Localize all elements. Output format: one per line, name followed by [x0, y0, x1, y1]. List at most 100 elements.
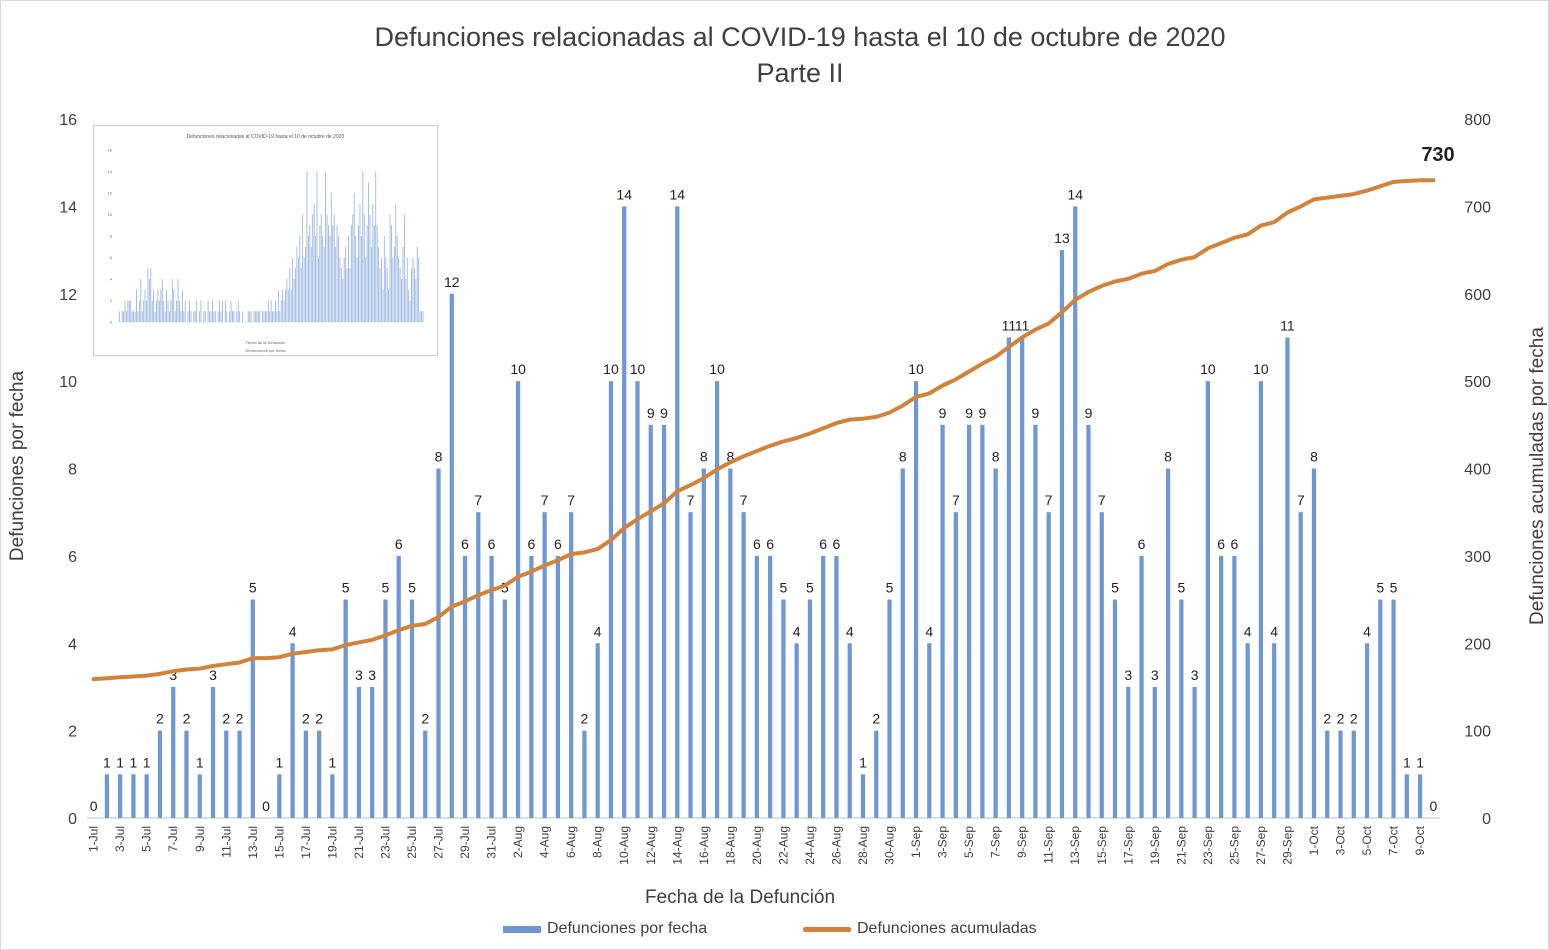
cumulative-line-group — [91, 178, 1436, 682]
bar-data-label: 10 — [510, 361, 526, 377]
inset-bar — [412, 257, 414, 322]
inset-bar — [247, 311, 249, 322]
x-tick-label: 15-Sep — [1095, 826, 1109, 865]
inset-bar — [177, 279, 179, 322]
inset-bar — [173, 289, 175, 322]
inset-bar — [273, 311, 275, 322]
bar — [874, 730, 879, 818]
bar-data-label: 10 — [1200, 361, 1216, 377]
inset-bar — [214, 311, 216, 322]
x-tick-label: 13-Sep — [1068, 826, 1082, 865]
inset-bar — [363, 214, 365, 322]
bar — [118, 774, 123, 818]
bar-data-label: 2 — [183, 711, 191, 727]
inset-bar — [405, 279, 407, 322]
inset-bar — [385, 257, 387, 322]
bar-data-label: 10 — [709, 361, 725, 377]
y-left-tick-label: 0 — [68, 811, 77, 828]
bar — [834, 555, 839, 818]
inset-bar — [237, 300, 239, 322]
inset-bar — [124, 300, 126, 322]
bar-data-label: 7 — [1297, 492, 1305, 508]
bar — [675, 206, 680, 818]
inset-bar — [266, 311, 268, 322]
bar-data-label: 1 — [143, 754, 151, 770]
bar-data-label: 7 — [1045, 492, 1053, 508]
inset-bar — [411, 268, 412, 322]
inset-bar — [242, 311, 243, 322]
bar-data-label: 1 — [328, 754, 336, 770]
x-tick-label: 14-Aug — [670, 826, 684, 865]
inset-bar — [210, 311, 212, 322]
bar — [1245, 643, 1250, 818]
x-tick-label: 20-Aug — [750, 826, 764, 865]
inset-bar — [167, 300, 169, 322]
x-tick-label: 10-Aug — [617, 826, 631, 865]
legend-line-swatch — [803, 926, 851, 932]
inset-bar — [174, 311, 176, 322]
inset-bar — [286, 279, 288, 322]
bar-data-label: 8 — [726, 449, 734, 465]
inset-bar — [146, 300, 147, 322]
x-tick-label: 5-Sep — [962, 826, 976, 858]
x-tick-label: 7-Oct — [1387, 825, 1401, 855]
inset-bar — [360, 236, 362, 322]
bar-data-label: 9 — [660, 405, 668, 421]
inset-bar — [224, 300, 226, 322]
x-tick-label: 18-Aug — [723, 826, 737, 865]
inset-bar — [349, 268, 351, 322]
inset-bar — [399, 268, 401, 322]
inset-bar — [345, 246, 347, 322]
inset-y-tick-label: 8 — [110, 234, 113, 239]
x-tick-label: 6-Aug — [564, 826, 578, 858]
inset-y-tick-label: 10 — [108, 212, 113, 217]
bar — [1417, 774, 1423, 818]
bar-data-label: 6 — [1217, 536, 1225, 552]
bar — [635, 381, 640, 818]
bar — [1152, 686, 1157, 818]
bar-data-label: 1 — [116, 754, 124, 770]
bar-data-label: 7 — [1098, 492, 1106, 508]
bar — [1112, 599, 1118, 818]
bar — [1139, 555, 1144, 818]
y-right-tick-label: 600 — [1464, 287, 1491, 304]
bar — [210, 686, 216, 818]
inset-bar — [144, 289, 146, 322]
inset-bar — [348, 236, 349, 322]
x-tick-label: 15-Jul — [272, 826, 286, 859]
inset-bar — [302, 214, 304, 322]
bar-data-label: 4 — [925, 623, 933, 639]
bar — [1033, 424, 1038, 818]
inset-bar — [355, 236, 357, 322]
inset-bar — [303, 257, 305, 322]
bar — [754, 555, 759, 818]
inset-bar — [180, 311, 182, 322]
inset-bar — [342, 279, 344, 322]
bar — [1099, 512, 1104, 818]
inset-y-tick-label: 12 — [108, 191, 113, 196]
inset-bar — [137, 311, 139, 322]
bar — [860, 774, 866, 818]
x-tick-label: 4-Aug — [538, 826, 552, 858]
inset-chart-svg: 0 2 4 6 8 10 12 14 16 — [108, 148, 424, 325]
bar-data-label: 14 — [1067, 186, 1083, 202]
inset-bar — [381, 257, 382, 322]
bar — [317, 730, 322, 818]
inset-y-tick-label: 4 — [110, 277, 113, 282]
inset-bar — [375, 171, 377, 322]
x-tick-label: 24-Aug — [803, 826, 817, 865]
bar — [688, 512, 693, 818]
inset-bar — [151, 300, 153, 322]
inset-bar — [365, 257, 367, 322]
bar — [476, 512, 481, 818]
bar-data-label: 4 — [1270, 623, 1278, 639]
bar — [330, 774, 335, 818]
inset-bar — [382, 289, 384, 322]
inset-bar — [121, 311, 123, 322]
bar — [409, 599, 415, 818]
bar — [157, 730, 163, 818]
bar-data-label: 5 — [1177, 580, 1185, 596]
inset-bar — [187, 311, 189, 322]
bar — [250, 599, 255, 818]
inset-bar — [306, 171, 308, 322]
